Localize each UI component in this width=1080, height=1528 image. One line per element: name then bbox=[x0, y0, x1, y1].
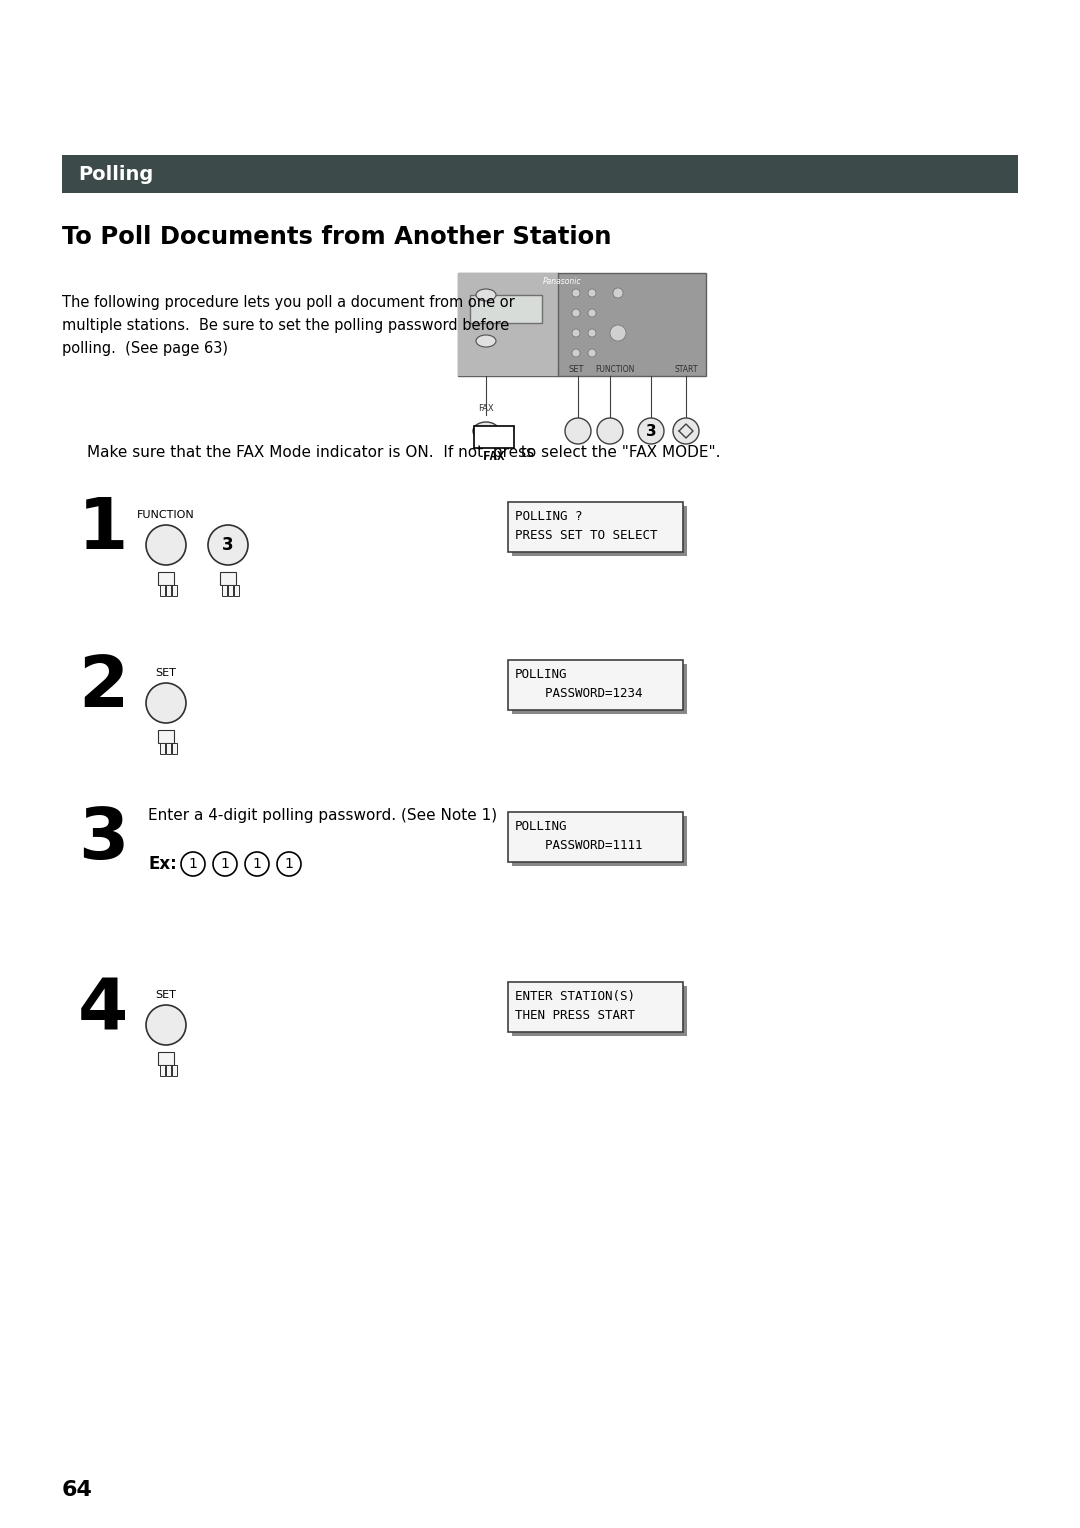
FancyBboxPatch shape bbox=[166, 1065, 171, 1076]
Circle shape bbox=[673, 419, 699, 445]
Text: POLLING: POLLING bbox=[515, 821, 567, 833]
Circle shape bbox=[588, 309, 596, 316]
FancyBboxPatch shape bbox=[172, 743, 177, 753]
Text: SET: SET bbox=[156, 668, 176, 678]
FancyBboxPatch shape bbox=[158, 1051, 174, 1065]
Text: Ex:: Ex: bbox=[148, 856, 177, 872]
Circle shape bbox=[588, 348, 596, 358]
FancyBboxPatch shape bbox=[508, 660, 683, 711]
FancyBboxPatch shape bbox=[222, 585, 227, 596]
Text: FAX: FAX bbox=[478, 403, 494, 413]
Text: SET: SET bbox=[156, 990, 176, 999]
Text: 3: 3 bbox=[646, 423, 657, 439]
Text: 1: 1 bbox=[253, 857, 261, 871]
FancyBboxPatch shape bbox=[62, 154, 1018, 193]
Text: 4: 4 bbox=[78, 975, 129, 1044]
Ellipse shape bbox=[476, 289, 496, 301]
Text: Panasonic: Panasonic bbox=[542, 277, 581, 286]
Circle shape bbox=[588, 289, 596, 296]
FancyBboxPatch shape bbox=[220, 571, 237, 585]
Text: START: START bbox=[674, 365, 698, 374]
Text: 64: 64 bbox=[62, 1481, 93, 1500]
Circle shape bbox=[245, 853, 269, 876]
Circle shape bbox=[565, 419, 591, 445]
Circle shape bbox=[213, 853, 237, 876]
Circle shape bbox=[610, 325, 626, 341]
FancyBboxPatch shape bbox=[512, 665, 687, 714]
FancyBboxPatch shape bbox=[508, 983, 683, 1031]
Text: THEN PRESS START: THEN PRESS START bbox=[515, 1008, 635, 1022]
FancyBboxPatch shape bbox=[160, 585, 165, 596]
Circle shape bbox=[146, 1005, 186, 1045]
Text: PASSWORD=1111: PASSWORD=1111 bbox=[515, 839, 643, 853]
FancyBboxPatch shape bbox=[166, 585, 171, 596]
Text: FUNCTION: FUNCTION bbox=[595, 365, 635, 374]
Text: Enter a 4-digit polling password. (See Note 1): Enter a 4-digit polling password. (See N… bbox=[148, 808, 497, 824]
FancyBboxPatch shape bbox=[228, 585, 233, 596]
Text: POLLING: POLLING bbox=[515, 668, 567, 681]
Text: 1: 1 bbox=[284, 857, 294, 871]
Text: To Poll Documents from Another Station: To Poll Documents from Another Station bbox=[62, 225, 611, 249]
Circle shape bbox=[572, 329, 580, 338]
Circle shape bbox=[588, 329, 596, 338]
Circle shape bbox=[638, 419, 664, 445]
FancyBboxPatch shape bbox=[160, 1065, 165, 1076]
FancyBboxPatch shape bbox=[470, 295, 542, 322]
Text: ENTER STATION(S): ENTER STATION(S) bbox=[515, 990, 635, 1002]
FancyBboxPatch shape bbox=[158, 571, 174, 585]
Text: to select the "FAX MODE".: to select the "FAX MODE". bbox=[516, 445, 720, 460]
Circle shape bbox=[146, 526, 186, 565]
FancyBboxPatch shape bbox=[508, 811, 683, 862]
Circle shape bbox=[572, 348, 580, 358]
Circle shape bbox=[208, 526, 248, 565]
Circle shape bbox=[597, 419, 623, 445]
Ellipse shape bbox=[476, 335, 496, 347]
Circle shape bbox=[181, 853, 205, 876]
FancyBboxPatch shape bbox=[512, 816, 687, 866]
FancyBboxPatch shape bbox=[512, 986, 687, 1036]
FancyBboxPatch shape bbox=[458, 274, 706, 376]
FancyBboxPatch shape bbox=[512, 506, 687, 556]
Text: 2: 2 bbox=[78, 652, 129, 723]
Text: PASSWORD=1234: PASSWORD=1234 bbox=[515, 688, 643, 700]
Text: FUNCTION: FUNCTION bbox=[137, 510, 194, 520]
FancyBboxPatch shape bbox=[458, 274, 558, 376]
Text: The following procedure lets you poll a document from one or
multiple stations. : The following procedure lets you poll a … bbox=[62, 295, 515, 356]
FancyBboxPatch shape bbox=[158, 730, 174, 743]
Text: PRESS SET TO SELECT: PRESS SET TO SELECT bbox=[515, 529, 658, 542]
FancyBboxPatch shape bbox=[508, 503, 683, 552]
Circle shape bbox=[146, 683, 186, 723]
FancyBboxPatch shape bbox=[481, 426, 491, 435]
FancyBboxPatch shape bbox=[172, 1065, 177, 1076]
Text: FAX: FAX bbox=[483, 449, 505, 463]
Text: 1: 1 bbox=[78, 495, 129, 564]
Circle shape bbox=[572, 309, 580, 316]
Text: Polling: Polling bbox=[78, 165, 153, 183]
FancyBboxPatch shape bbox=[234, 585, 239, 596]
FancyBboxPatch shape bbox=[172, 585, 177, 596]
FancyBboxPatch shape bbox=[160, 743, 165, 753]
FancyBboxPatch shape bbox=[474, 426, 514, 448]
Circle shape bbox=[276, 853, 301, 876]
Text: 3: 3 bbox=[222, 536, 233, 555]
Circle shape bbox=[572, 289, 580, 296]
Text: 1: 1 bbox=[220, 857, 229, 871]
Text: POLLING ?: POLLING ? bbox=[515, 510, 582, 523]
Text: 1: 1 bbox=[189, 857, 198, 871]
Circle shape bbox=[613, 287, 623, 298]
Text: Make sure that the FAX Mode indicator is ON.  If not, press: Make sure that the FAX Mode indicator is… bbox=[87, 445, 539, 460]
FancyBboxPatch shape bbox=[166, 743, 171, 753]
Text: SET: SET bbox=[568, 365, 584, 374]
Text: 3: 3 bbox=[78, 805, 129, 874]
Ellipse shape bbox=[473, 422, 499, 440]
